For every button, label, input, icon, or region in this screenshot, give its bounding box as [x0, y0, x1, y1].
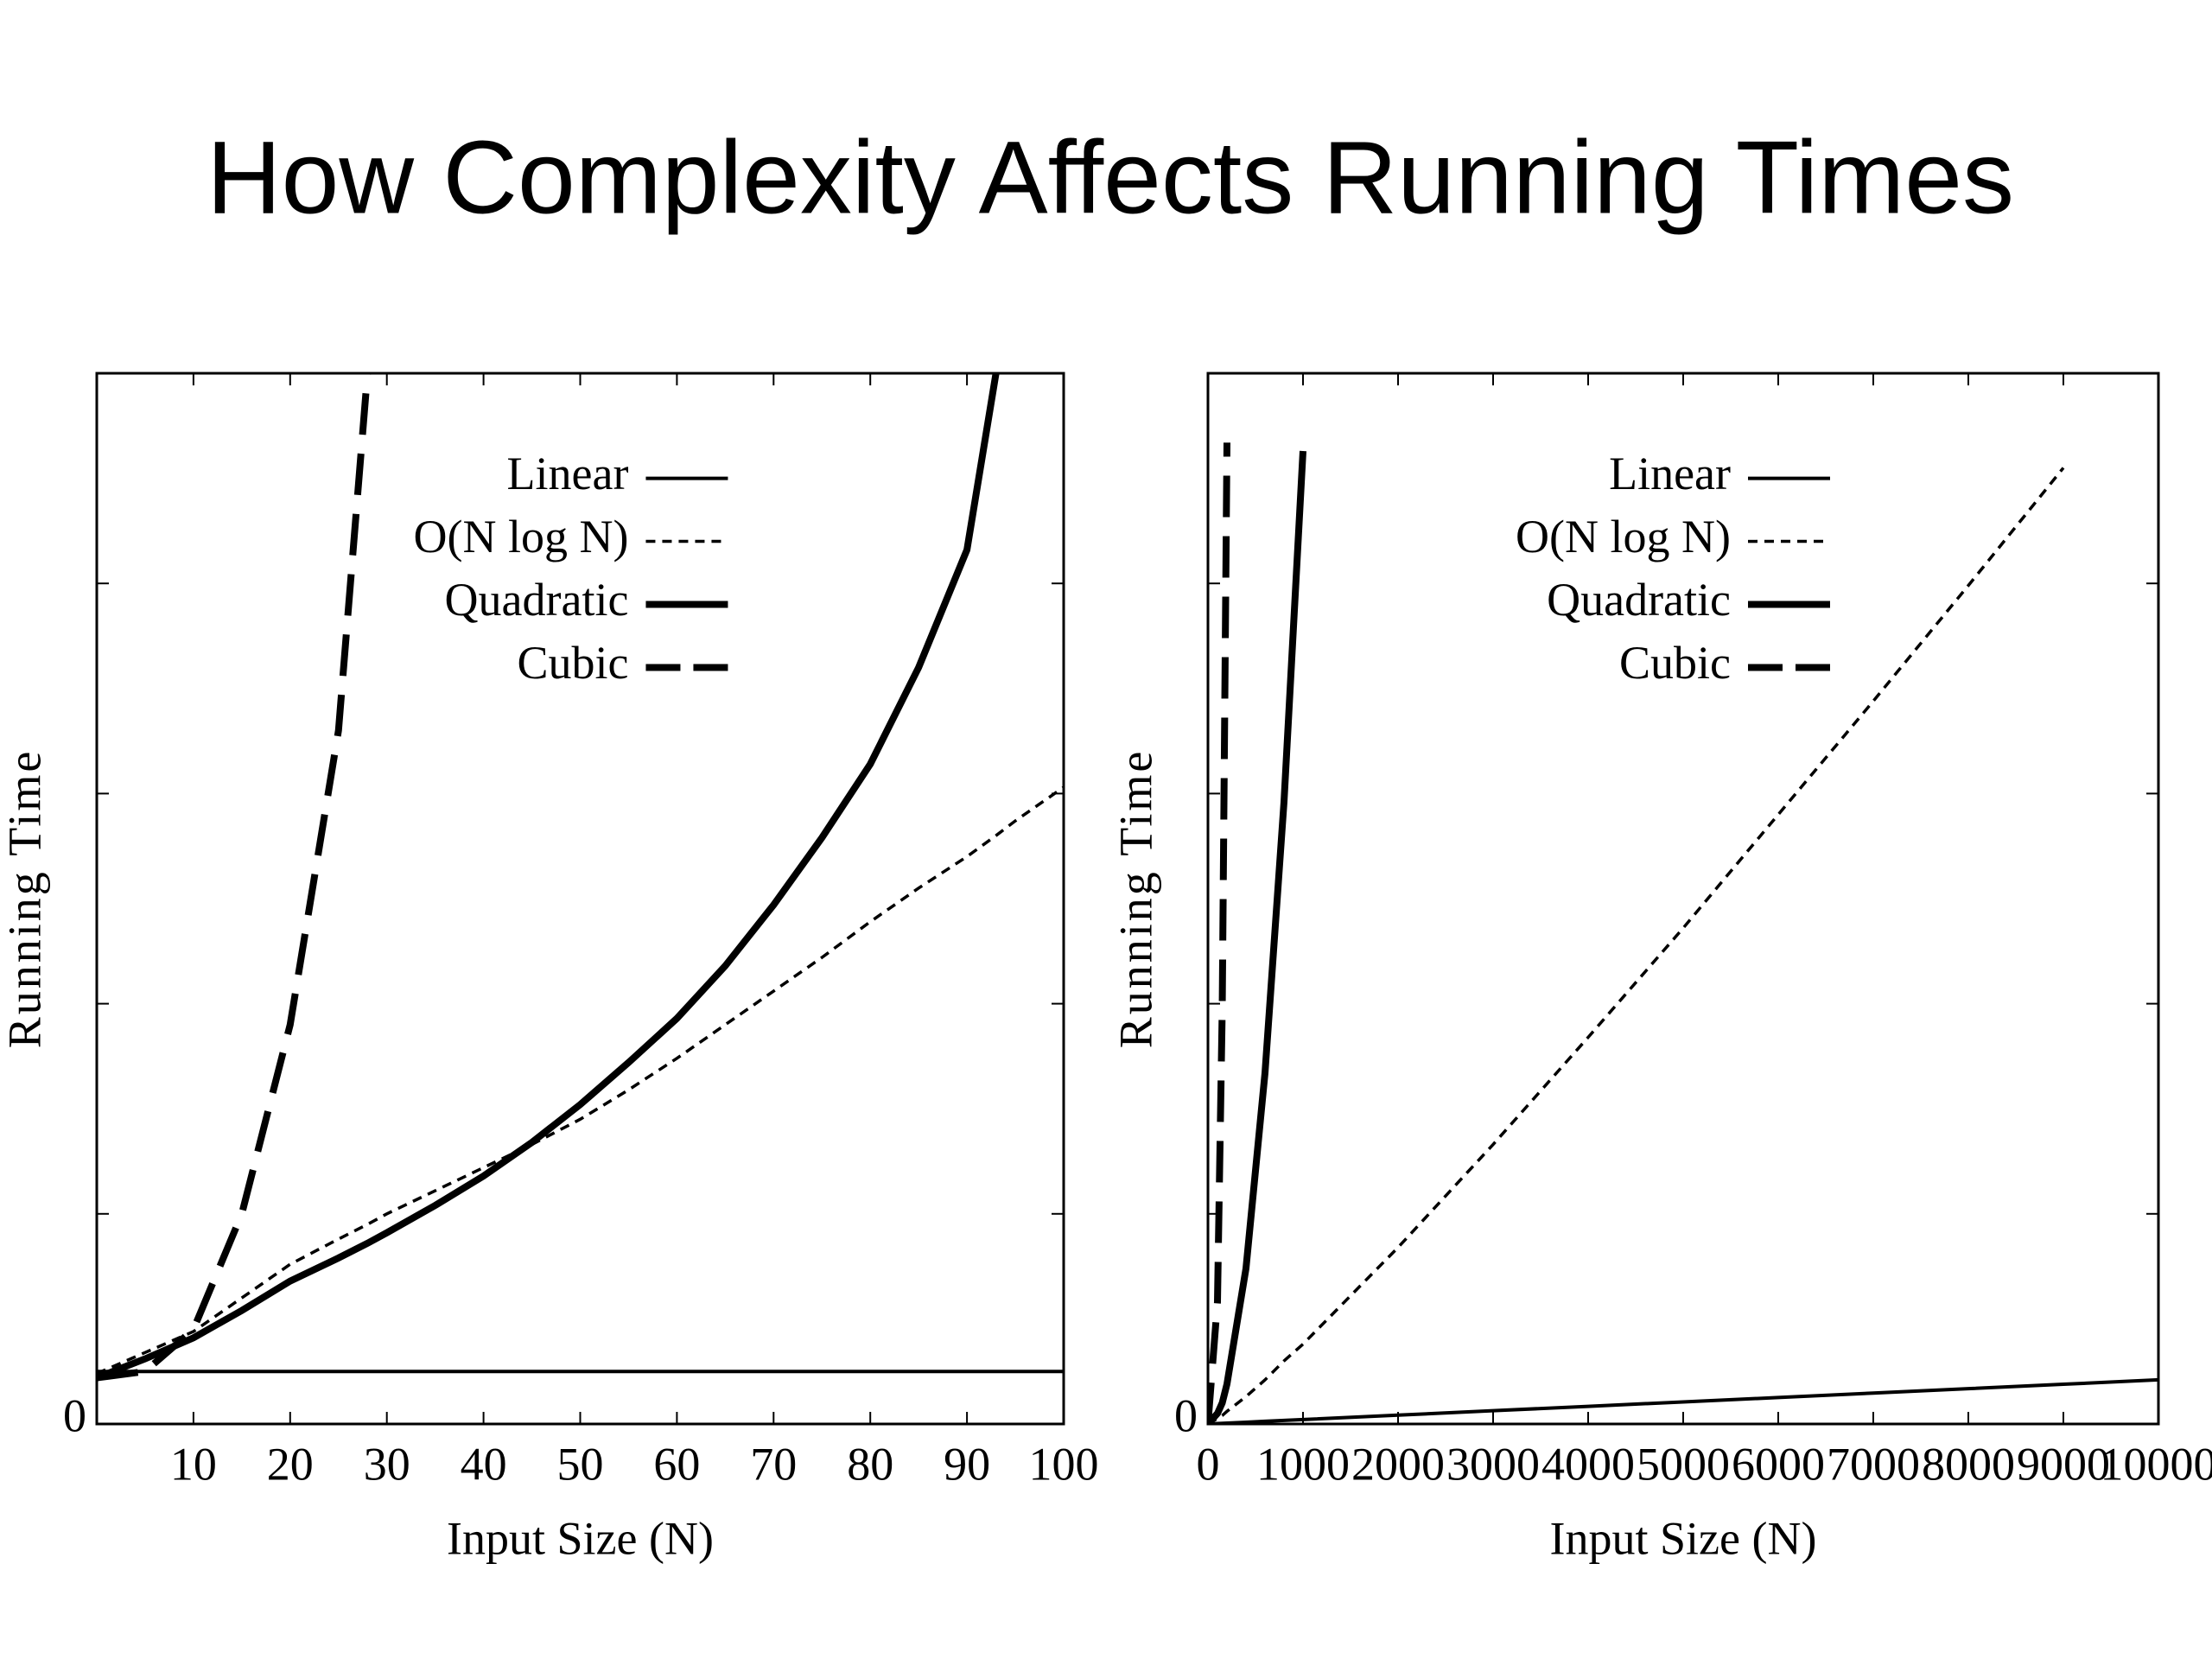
chart: 0 1000 2000 3000 4000 5000 6000 7000 8000 9000100… [1109, 372, 2212, 1564]
y-tick-label: 0 [1174, 1389, 1198, 1441]
x-tick-label: 60 [653, 1438, 700, 1490]
series-line [1208, 450, 1306, 1424]
y-tick-label: 0 [63, 1389, 86, 1441]
x-tick-label: 10 [170, 1438, 217, 1490]
series-line [97, 785, 1064, 1376]
chart: 10 20 30 40 50 60 70 80 90 100 0 Input Size (N) Runn… [0, 372, 1099, 1564]
series-line [1208, 442, 1230, 1424]
x-tick-label: 1000 [1256, 1438, 1350, 1490]
slide-title: How Complexity Affects Running Times [207, 120, 2014, 236]
x-tick-label: 5000 [1637, 1438, 1730, 1490]
x-axis-label: Input Size (N) [1550, 1512, 1817, 1564]
x-tick-label: 80 [847, 1438, 893, 1490]
x-tick-label: 10000 [2101, 1438, 2212, 1490]
x-tick-label: 0 [1197, 1438, 1220, 1490]
x-tick-label: 70 [750, 1438, 797, 1490]
x-tick-label: 40 [461, 1438, 507, 1490]
series-line [97, 373, 1000, 1382]
legend-label: O(N log N) [413, 511, 628, 563]
x-tick-label: 90 [944, 1438, 990, 1490]
x-tick-label: 20 [267, 1438, 314, 1490]
x-tick-label: 8000 [1922, 1438, 2015, 1490]
x-tick-label: 50 [557, 1438, 604, 1490]
y-axis-label: Running Time [1109, 749, 1161, 1049]
plot-frame [95, 372, 1065, 1426]
plot-frame [1206, 372, 2160, 1426]
legend-label: Linear [507, 448, 629, 499]
x-tick-label: 4000 [1541, 1438, 1635, 1490]
legend-label: Quadratic [445, 574, 629, 626]
x-tick-label: 7000 [1827, 1438, 1920, 1490]
x-tick-label: 3000 [1446, 1438, 1540, 1490]
series-line [1208, 467, 2065, 1424]
legend-label: O(N log N) [1516, 511, 1731, 563]
plot-area [97, 373, 1064, 1382]
legend-label: Cubic [1619, 637, 1731, 689]
y-axis-label: Running Time [0, 749, 50, 1049]
x-tick-label: 30 [364, 1438, 410, 1490]
legend-label: Quadratic [1547, 574, 1731, 626]
legend-label: Cubic [517, 637, 628, 689]
x-axis-label: Input Size (N) [447, 1512, 714, 1564]
x-tick-label: 9000 [2017, 1438, 2110, 1490]
x-tick-label: 100 [1029, 1438, 1099, 1490]
series-line [97, 373, 372, 1382]
legend-label: Linear [1609, 448, 1731, 499]
x-tick-label: 6000 [1732, 1438, 1825, 1490]
x-tick-label: 2000 [1351, 1438, 1445, 1490]
